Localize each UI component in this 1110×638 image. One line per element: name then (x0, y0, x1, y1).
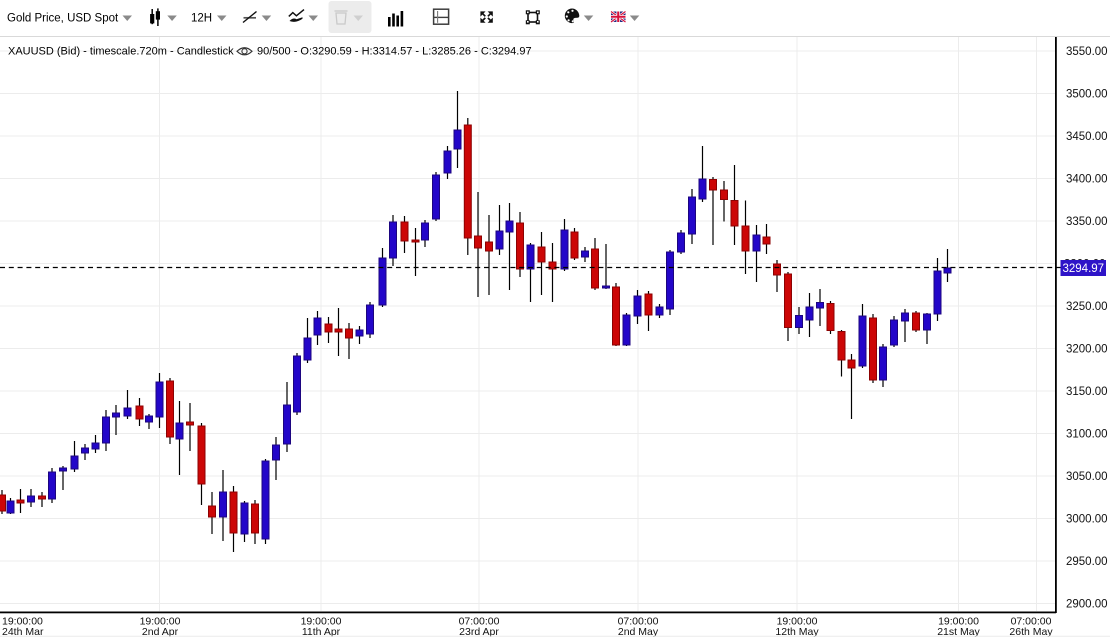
svg-text:07:00:00: 07:00:00 (459, 616, 500, 628)
svg-text:Gold Price, USD Spot: Gold Price, USD Spot (7, 13, 119, 25)
svg-text:3450.00: 3450.00 (1066, 131, 1108, 143)
svg-text:2nd Apr: 2nd Apr (142, 626, 179, 638)
svg-text:3150.00: 3150.00 (1066, 386, 1108, 398)
svg-text:90/500 - O:3290.59 - H:3314.57: 90/500 - O:3290.59 - H:3314.57 - L:3285.… (257, 46, 532, 58)
svg-text:2900.00: 2900.00 (1066, 599, 1108, 611)
svg-text:19:00:00: 19:00:00 (777, 616, 818, 628)
svg-text:3350.00: 3350.00 (1066, 216, 1108, 228)
svg-text:2nd May: 2nd May (618, 626, 659, 638)
svg-text:3050.00: 3050.00 (1066, 471, 1108, 483)
svg-text:11th Apr: 11th Apr (302, 626, 341, 638)
svg-text:19:00:00: 19:00:00 (301, 616, 342, 628)
svg-text:3500.00: 3500.00 (1066, 89, 1108, 101)
svg-text:3200.00: 3200.00 (1066, 344, 1108, 356)
svg-text:24th Mar: 24th Mar (2, 626, 44, 638)
svg-text:19:00:00: 19:00:00 (938, 616, 979, 628)
svg-text:12th May: 12th May (775, 626, 819, 638)
svg-text:26th May: 26th May (1009, 626, 1053, 638)
svg-text:3550.00: 3550.00 (1066, 46, 1108, 58)
svg-text:19:00:00: 19:00:00 (140, 616, 181, 628)
svg-text:23rd Apr: 23rd Apr (459, 626, 499, 638)
svg-text:3000.00: 3000.00 (1066, 514, 1108, 526)
svg-text:21st May: 21st May (937, 626, 980, 638)
svg-text:12H: 12H (191, 13, 212, 25)
svg-text:3400.00: 3400.00 (1066, 174, 1108, 186)
svg-text:3250.00: 3250.00 (1066, 301, 1108, 313)
svg-text:3294.97: 3294.97 (1063, 263, 1105, 275)
svg-text:2950.00: 2950.00 (1066, 556, 1108, 568)
svg-text:07:00:00: 07:00:00 (1011, 616, 1052, 628)
svg-text:19:00:00: 19:00:00 (2, 616, 43, 628)
svg-text:3100.00: 3100.00 (1066, 429, 1108, 441)
svg-text:07:00:00: 07:00:00 (618, 616, 659, 628)
svg-text:XAUUSD (Bid) - timescale.720m: XAUUSD (Bid) - timescale.720m - Candlest… (8, 46, 234, 58)
